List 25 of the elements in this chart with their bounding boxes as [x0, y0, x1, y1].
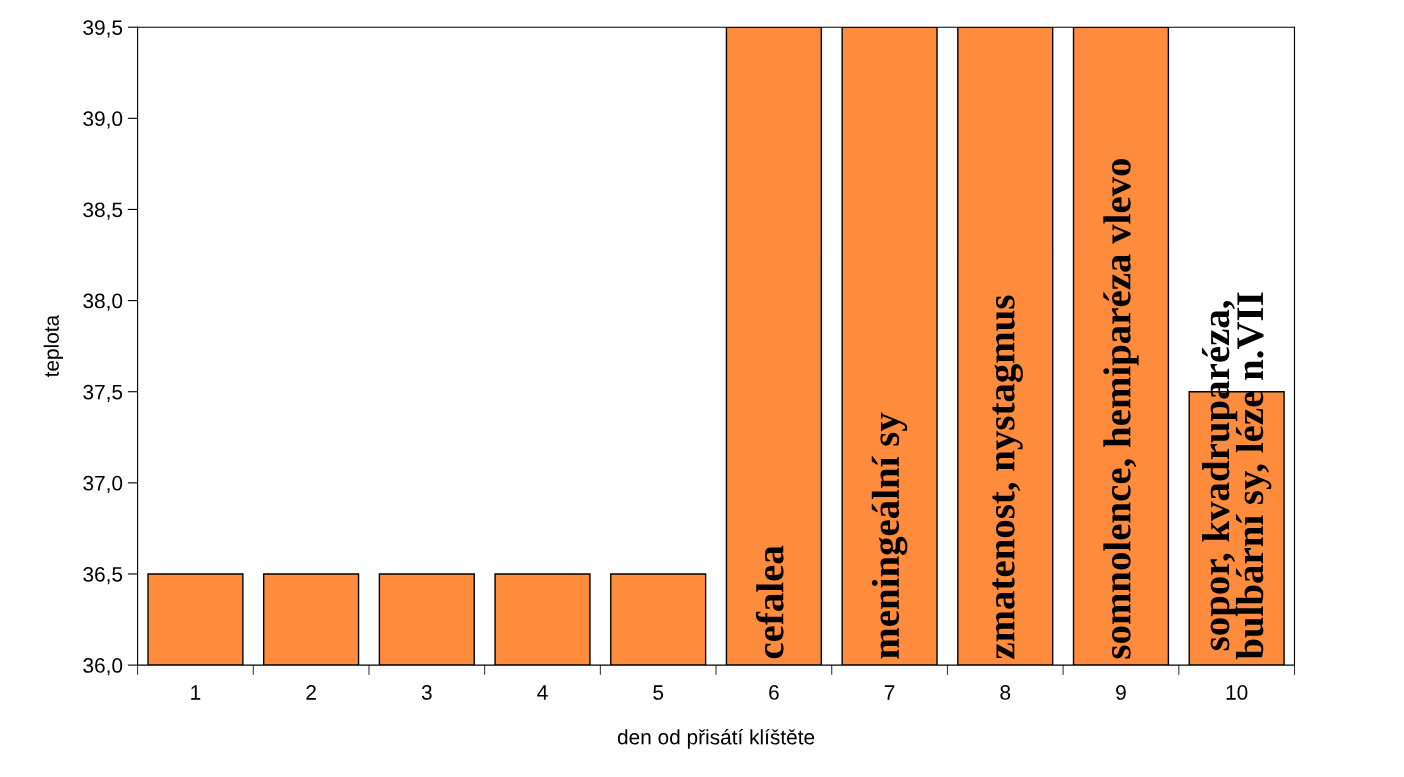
- x-tick-label: 4: [537, 685, 548, 700]
- annotation: sopor, kvadruparéza, bulbární sy, léze n.VII: [1201, 292, 1272, 660]
- annotation: somnolence, hemiparéza vlevo: [1103, 158, 1139, 659]
- x-tick-label: 1: [191, 685, 201, 700]
- y-axis-title: teplota: [43, 314, 64, 378]
- y-tick-label: 39,5: [83, 20, 123, 38]
- annotation: meningeální sy: [871, 412, 908, 659]
- x-tick-label: 3: [421, 685, 432, 700]
- y-tick-label: 36,5: [83, 566, 123, 585]
- y-tick-label: 39,0: [83, 111, 123, 129]
- x-tick-label: 9: [1116, 685, 1126, 700]
- x-tick-label: 10: [1226, 685, 1248, 700]
- x-tick-label: 5: [653, 685, 664, 700]
- y-tick-label: 37,5: [83, 384, 123, 402]
- annotation: cefalea: [755, 545, 784, 659]
- y-tick-label: 37,0: [83, 475, 123, 494]
- x-tick-label: 7: [884, 685, 895, 700]
- y-tick-label: 36,0: [83, 658, 123, 676]
- annotation: zmatenost, nystagmus: [992, 295, 1023, 659]
- x-tick-label: 6: [769, 685, 779, 700]
- y-tick-label: 38,0: [83, 293, 123, 311]
- x-tick-label: 8: [1000, 685, 1011, 700]
- x-axis-title: den od přisátí klíštěte: [617, 728, 815, 749]
- y-tick-label: 38,5: [83, 202, 123, 220]
- x-tick-label: 2: [306, 685, 316, 700]
